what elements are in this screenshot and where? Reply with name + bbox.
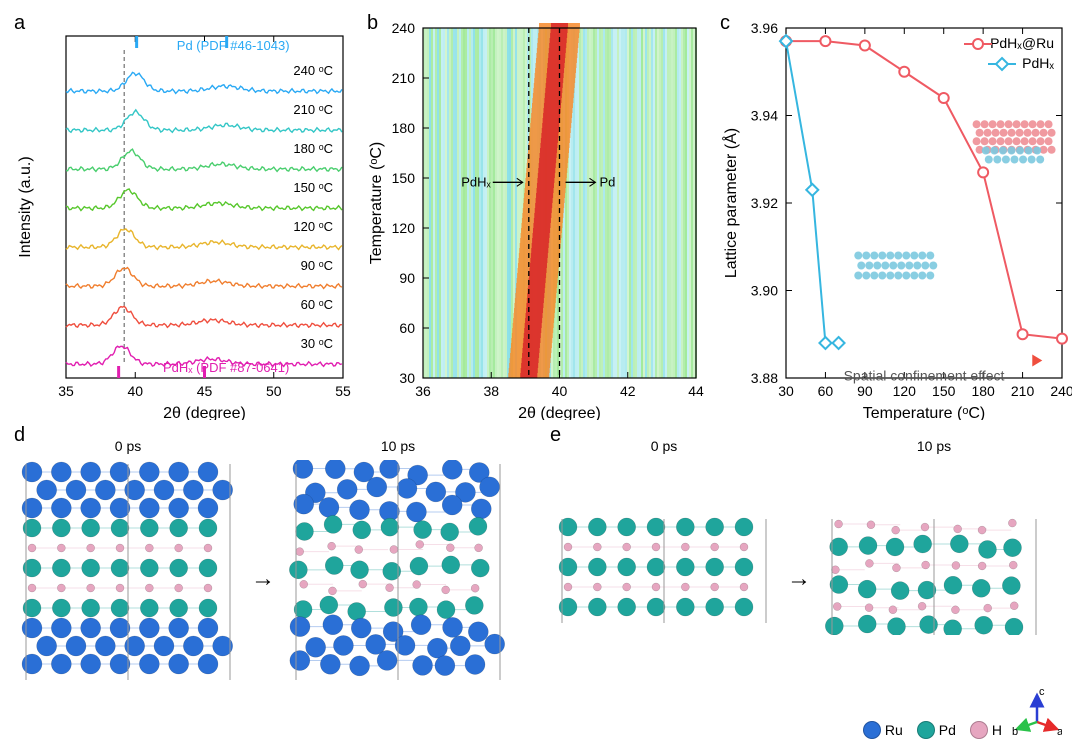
lattice-plot: 30 60 90 120 150 180 210 240 3.88 3.90 3.92 3.94 3.9… bbox=[714, 8, 1072, 420]
svg-text:180: 180 bbox=[392, 120, 416, 136]
legend-ru: Ru bbox=[863, 721, 903, 739]
svg-text:90 ᵒC: 90 ᵒC bbox=[301, 258, 333, 273]
svg-text:PdHₓ: PdHₓ bbox=[461, 174, 491, 189]
panel-d-t1-label: 10 ps bbox=[338, 438, 458, 454]
panel-d: d 0 ps 10 ps → bbox=[8, 420, 536, 745]
svg-text:60: 60 bbox=[399, 320, 415, 336]
legend-h-text: H bbox=[992, 722, 1002, 738]
pd-icon bbox=[917, 721, 935, 739]
svg-text:240: 240 bbox=[1050, 383, 1072, 399]
panel-d-lattice-0ps bbox=[18, 460, 238, 690]
svg-text:2θ (degree): 2θ (degree) bbox=[163, 405, 246, 420]
svg-text:180: 180 bbox=[971, 383, 995, 399]
legend-h: H bbox=[970, 721, 1002, 739]
top-row: a 35404550552θ (degree)Intensity (a.u.)P… bbox=[0, 0, 1080, 420]
svg-text:120: 120 bbox=[893, 383, 917, 399]
panel-d-lattice-10ps bbox=[288, 460, 508, 690]
svg-text:PdHₓ (PDF #87-0641): PdHₓ (PDF #87-0641) bbox=[163, 360, 289, 375]
svg-text:Lattice parameter (Å): Lattice parameter (Å) bbox=[721, 128, 740, 278]
svg-text:120 ᵒC: 120 ᵒC bbox=[293, 219, 333, 234]
legend-ru-text: Ru bbox=[885, 722, 903, 738]
svg-text:Pd (PDF #46-1043): Pd (PDF #46-1043) bbox=[177, 38, 290, 53]
svg-text:150 ᵒC: 150 ᵒC bbox=[293, 180, 333, 195]
svg-text:36: 36 bbox=[415, 383, 431, 399]
panel-e-t1-label: 10 ps bbox=[874, 438, 994, 454]
panel-e-lattice-10ps bbox=[824, 515, 1044, 635]
ru-icon bbox=[863, 721, 881, 739]
svg-text:210 ᵒC: 210 ᵒC bbox=[293, 102, 333, 117]
svg-text:30: 30 bbox=[399, 370, 415, 386]
panel-e-label: e bbox=[550, 424, 561, 447]
atom-legend: Ru Pd H bbox=[863, 721, 1002, 739]
svg-text:3.94: 3.94 bbox=[751, 108, 778, 124]
panel-d-arrow-icon: → bbox=[251, 565, 275, 593]
svg-text:210: 210 bbox=[1011, 383, 1035, 399]
heatmap-plot: 36 38 40 42 44 30 60 90 120 150 180 210 240 2θ (degre… bbox=[361, 8, 706, 420]
axes-gizmo-icon: c a b bbox=[1012, 687, 1062, 737]
svg-text:40: 40 bbox=[127, 383, 143, 399]
svg-text:b: b bbox=[1012, 726, 1018, 737]
svg-text:a: a bbox=[1057, 726, 1062, 737]
svg-text:30: 30 bbox=[778, 383, 794, 399]
svg-text:150: 150 bbox=[392, 170, 416, 186]
svg-text:PdHₓ: PdHₓ bbox=[1022, 55, 1054, 71]
svg-text:Spatial confinement effect: Spatial confinement effect bbox=[844, 368, 1005, 384]
svg-text:3.90: 3.90 bbox=[751, 283, 778, 299]
svg-text:50: 50 bbox=[266, 383, 282, 399]
svg-text:44: 44 bbox=[688, 383, 704, 399]
svg-text:38: 38 bbox=[483, 383, 499, 399]
panel-e-arrow-icon: → bbox=[787, 565, 811, 593]
panel-a: a 35404550552θ (degree)Intensity (a.u.)P… bbox=[8, 8, 353, 420]
svg-text:60 ᵒC: 60 ᵒC bbox=[301, 297, 333, 312]
svg-text:210: 210 bbox=[392, 70, 416, 86]
svg-text:120: 120 bbox=[392, 220, 416, 236]
svg-text:c: c bbox=[1039, 687, 1045, 698]
panel-d-t0-label: 0 ps bbox=[68, 438, 188, 454]
xrd-plot: 35 40 45 50 55 2θ (degree) Intensity (a.u.) Pd … bbox=[8, 8, 353, 420]
svg-text:30 ᵒC: 30 ᵒC bbox=[301, 336, 333, 351]
svg-text:45: 45 bbox=[197, 383, 213, 399]
figure-grid: a 35 40 45 50 55 2θ (degree) Intensity (a.u.) P… bbox=[0, 0, 1080, 753]
svg-text:PdHₓ@Ru: PdHₓ@Ru bbox=[990, 35, 1054, 51]
panel-e: e 0 ps 10 ps → Ru Pd bbox=[544, 420, 1072, 745]
svg-text:90: 90 bbox=[399, 270, 415, 286]
panel-c: c 3060901201501802102403.883.903.923.943… bbox=[714, 8, 1072, 420]
svg-text:42: 42 bbox=[620, 383, 636, 399]
svg-text:40: 40 bbox=[552, 383, 568, 399]
svg-text:150: 150 bbox=[932, 383, 956, 399]
h-icon bbox=[970, 721, 988, 739]
svg-text:3.88: 3.88 bbox=[751, 370, 778, 386]
bottom-row: d 0 ps 10 ps → e 0 ps 10 ps → bbox=[0, 420, 1080, 753]
panel-d-label: d bbox=[14, 424, 25, 447]
svg-text:2θ (degree): 2θ (degree) bbox=[518, 405, 601, 420]
svg-text:240: 240 bbox=[392, 20, 416, 36]
svg-text:Temperature (ᵒC): Temperature (ᵒC) bbox=[863, 405, 986, 420]
panel-e-lattice-0ps bbox=[554, 515, 774, 635]
svg-text:Intensity (a.u.): Intensity (a.u.) bbox=[17, 156, 34, 257]
svg-text:60: 60 bbox=[818, 383, 834, 399]
svg-text:Temperature (ᵒC): Temperature (ᵒC) bbox=[368, 142, 385, 265]
legend-pd: Pd bbox=[917, 721, 956, 739]
svg-text:180 ᵒC: 180 ᵒC bbox=[293, 141, 333, 156]
svg-text:240 ᵒC: 240 ᵒC bbox=[293, 63, 333, 78]
panel-b: b 36384042443060901201501802102402θ (deg… bbox=[361, 8, 706, 420]
svg-text:3.96: 3.96 bbox=[751, 20, 778, 36]
svg-text:35: 35 bbox=[58, 383, 74, 399]
svg-text:90: 90 bbox=[857, 383, 873, 399]
svg-text:Pd: Pd bbox=[600, 174, 616, 189]
panel-e-t0-label: 0 ps bbox=[604, 438, 724, 454]
svg-text:3.92: 3.92 bbox=[751, 195, 778, 211]
svg-text:55: 55 bbox=[335, 383, 351, 399]
legend-pd-text: Pd bbox=[939, 722, 956, 738]
